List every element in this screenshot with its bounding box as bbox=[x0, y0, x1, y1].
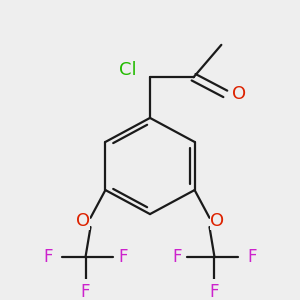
Text: Cl: Cl bbox=[119, 61, 137, 79]
Text: F: F bbox=[247, 248, 257, 266]
Text: F: F bbox=[81, 283, 90, 300]
Text: O: O bbox=[76, 212, 90, 230]
Text: F: F bbox=[172, 248, 182, 266]
Text: O: O bbox=[210, 212, 224, 230]
Text: F: F bbox=[43, 248, 53, 266]
Text: O: O bbox=[232, 85, 246, 103]
Text: F: F bbox=[118, 248, 128, 266]
Text: F: F bbox=[210, 283, 219, 300]
